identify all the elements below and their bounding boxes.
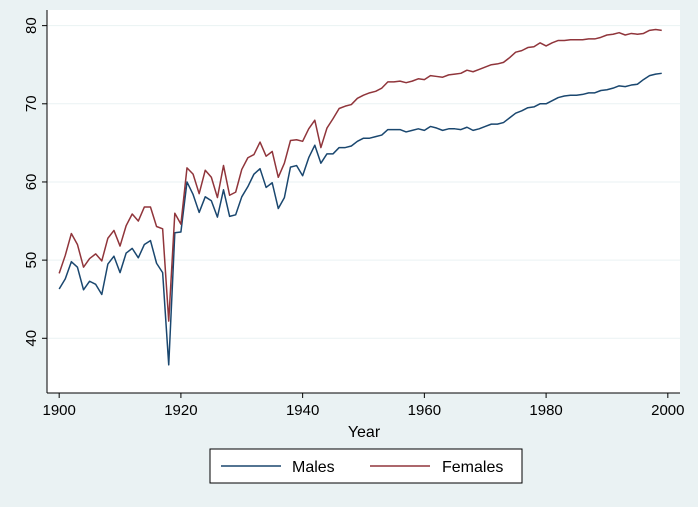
y-tick-label-40: 40	[23, 330, 40, 347]
legend-label-females: Females	[442, 459, 503, 476]
y-tick-label-80: 80	[23, 17, 40, 34]
x-tick-label-1960: 1960	[408, 402, 441, 419]
x-tick-label-1940: 1940	[286, 402, 319, 419]
y-tick-label-50: 50	[23, 252, 40, 269]
series-lines	[58, 28, 662, 366]
plot-area	[47, 10, 680, 393]
x-tick-label-1980: 1980	[529, 402, 562, 419]
x-tick-label-1900: 1900	[42, 402, 75, 419]
legend: Males Females	[209, 448, 523, 484]
series-line-females	[58, 28, 662, 322]
legend-label-males: Males	[292, 459, 335, 476]
x-tick-label-1920: 1920	[164, 402, 197, 419]
tick-labels: 40 50 60 70 80 1900 1920 1940 1960 1980 2000	[23, 17, 685, 419]
y-tick-label-60: 60	[23, 174, 40, 191]
gridlines	[47, 25, 680, 339]
x-tick-label-2000: 2000	[651, 402, 684, 419]
x-axis-title: Year	[348, 424, 381, 441]
y-tick-label-70: 70	[23, 95, 40, 112]
axes	[46, 10, 680, 394]
series-line-males	[58, 72, 662, 366]
